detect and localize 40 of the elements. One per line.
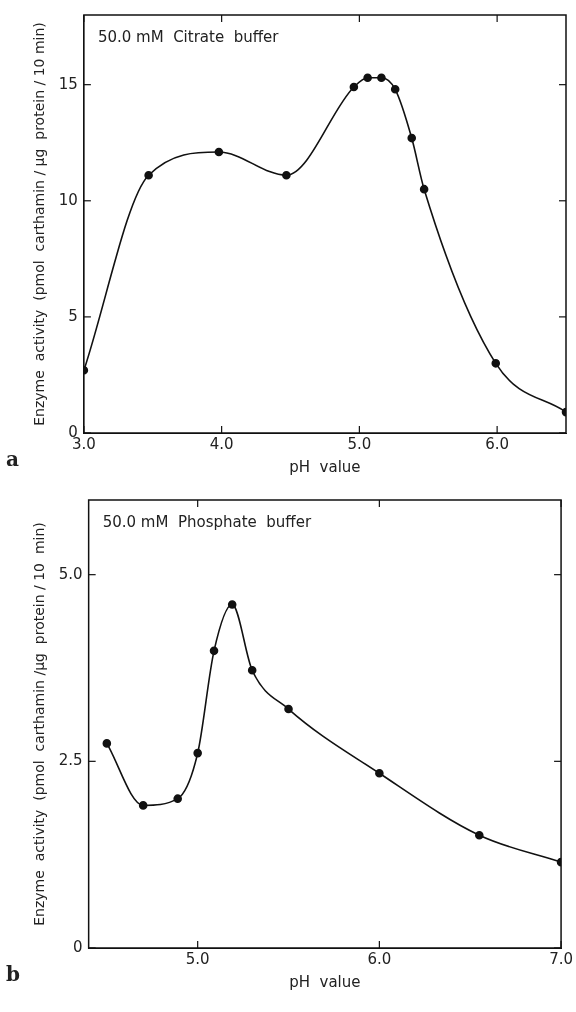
text: a: [6, 447, 19, 472]
x-axis-title: pH value: [289, 972, 361, 991]
point: [491, 359, 501, 368]
y-tick-label: 15: [58, 74, 78, 93]
point: [102, 739, 112, 748]
point: [209, 646, 219, 656]
point: [363, 73, 372, 82]
point: [214, 147, 224, 157]
y-axis-title: Enzyme activity (pmol carthamin / µg protein / 10 min): [31, 22, 48, 426]
y-tick-label: 5: [68, 306, 78, 325]
x-tick-label: 5.0: [185, 949, 210, 968]
annotation: 50.0 mM Phosphate buffer: [102, 513, 312, 532]
point: [349, 82, 359, 92]
x-tick-label: 4.0: [209, 434, 234, 453]
x-tick-label: 6.0: [485, 434, 510, 453]
point: [419, 184, 429, 194]
x-tick-label: 7.0: [549, 949, 573, 968]
y-tick-label: 10: [58, 190, 78, 209]
point: [407, 133, 417, 143]
text: b: [6, 962, 20, 987]
y-tick-label: 0: [73, 937, 83, 956]
point: [193, 748, 202, 758]
y-tick-label: 2.5: [58, 751, 83, 770]
point: [144, 170, 153, 180]
y-axis-title: Enzyme activity (pmol carthamin /µg protein / 10 min): [31, 522, 48, 926]
x-axis-title: pH value: [289, 457, 361, 476]
point: [138, 801, 148, 810]
point: [247, 665, 257, 675]
x-tick-label: 6.0: [367, 949, 392, 968]
point: [390, 85, 400, 94]
point: [282, 170, 291, 180]
point: [173, 794, 182, 803]
point: [284, 704, 293, 714]
point: [377, 73, 386, 82]
point: [227, 600, 237, 609]
point: [475, 830, 484, 840]
y-tick-label: 5.0: [58, 564, 83, 583]
annotation: 50.0 mM Citrate buffer: [97, 28, 280, 47]
point: [375, 768, 384, 778]
x-tick-label: 5.0: [347, 434, 372, 453]
